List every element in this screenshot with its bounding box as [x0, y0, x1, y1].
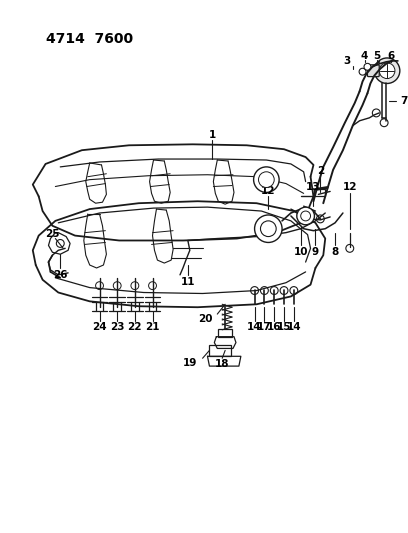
Circle shape [317, 215, 324, 223]
Text: 11: 11 [181, 277, 195, 287]
Text: 13: 13 [306, 182, 321, 192]
Circle shape [280, 287, 288, 294]
Circle shape [290, 287, 298, 294]
Text: 12: 12 [261, 187, 275, 197]
Text: 22: 22 [128, 322, 142, 332]
Text: 20: 20 [198, 314, 213, 324]
Text: 4: 4 [361, 51, 368, 61]
Circle shape [260, 287, 268, 294]
Circle shape [255, 215, 282, 243]
Circle shape [254, 167, 279, 192]
Text: 23: 23 [110, 322, 124, 332]
Circle shape [301, 211, 310, 221]
Text: 16: 16 [267, 322, 282, 332]
Circle shape [380, 119, 388, 127]
Text: 5: 5 [374, 51, 381, 61]
Circle shape [270, 287, 278, 294]
Text: 18: 18 [215, 359, 229, 369]
Circle shape [374, 58, 400, 84]
Circle shape [251, 287, 259, 294]
Circle shape [260, 221, 276, 237]
FancyBboxPatch shape [315, 189, 325, 196]
Circle shape [379, 63, 395, 78]
Text: 7: 7 [400, 96, 407, 106]
Text: 14: 14 [247, 322, 262, 332]
Text: 6: 6 [387, 51, 395, 61]
FancyBboxPatch shape [209, 344, 231, 356]
Text: 12: 12 [343, 182, 357, 192]
Circle shape [131, 282, 139, 289]
Text: 15: 15 [277, 322, 291, 332]
Text: 14: 14 [286, 322, 301, 332]
Circle shape [373, 109, 380, 117]
Text: 3: 3 [343, 56, 350, 66]
FancyBboxPatch shape [368, 65, 379, 77]
Text: 19: 19 [183, 358, 197, 368]
Text: 26: 26 [53, 270, 67, 280]
Text: 10: 10 [293, 247, 308, 257]
Text: 21: 21 [145, 322, 160, 332]
Circle shape [346, 245, 354, 252]
Text: 4714  7600: 4714 7600 [46, 33, 133, 46]
Text: 24: 24 [92, 322, 107, 332]
Circle shape [297, 207, 315, 225]
Text: 25: 25 [45, 229, 60, 239]
Circle shape [149, 282, 156, 289]
Text: 9: 9 [312, 247, 319, 257]
FancyBboxPatch shape [218, 329, 232, 337]
Text: 2: 2 [317, 166, 324, 176]
Text: 1: 1 [209, 130, 216, 140]
Circle shape [364, 63, 371, 70]
Text: 8: 8 [331, 247, 339, 257]
Circle shape [259, 172, 274, 188]
Circle shape [95, 282, 104, 289]
Circle shape [56, 239, 64, 247]
Text: 17: 17 [257, 322, 272, 332]
Circle shape [359, 68, 366, 75]
Circle shape [113, 282, 121, 289]
